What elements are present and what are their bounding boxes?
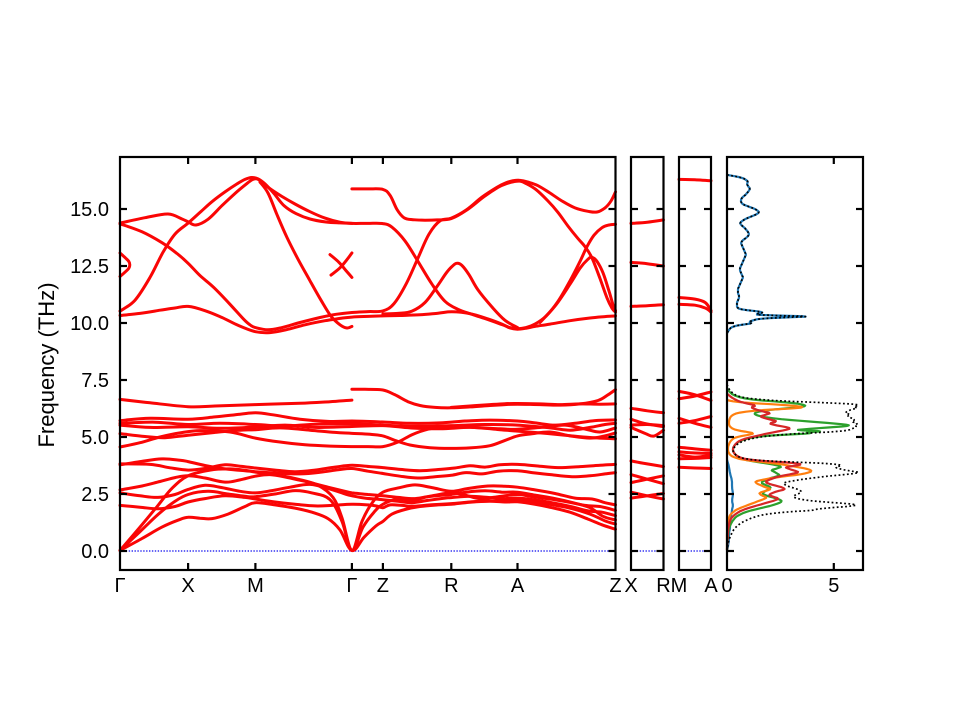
svg-text:R: R <box>656 575 670 597</box>
svg-text:12.5: 12.5 <box>70 256 109 278</box>
svg-text:2.5: 2.5 <box>81 484 109 506</box>
svg-text:M: M <box>247 575 264 597</box>
svg-text:Z: Z <box>377 575 389 597</box>
svg-text:7.5: 7.5 <box>81 370 109 392</box>
svg-text:Frequency (THz): Frequency (THz) <box>34 282 59 447</box>
svg-text:A: A <box>704 575 718 597</box>
svg-text:0: 0 <box>721 575 732 597</box>
svg-text:Z: Z <box>609 575 621 597</box>
svg-text:15.0: 15.0 <box>70 199 109 221</box>
svg-text:Γ: Γ <box>346 575 357 597</box>
svg-text:M: M <box>671 575 688 597</box>
svg-text:X: X <box>624 575 637 597</box>
svg-text:5.0: 5.0 <box>81 427 109 449</box>
svg-text:X: X <box>181 575 194 597</box>
svg-text:0.0: 0.0 <box>81 541 109 563</box>
svg-text:10.0: 10.0 <box>70 313 109 335</box>
svg-text:A: A <box>511 575 525 597</box>
svg-text:Γ: Γ <box>114 575 125 597</box>
svg-text:5: 5 <box>828 575 839 597</box>
svg-text:R: R <box>444 575 458 597</box>
